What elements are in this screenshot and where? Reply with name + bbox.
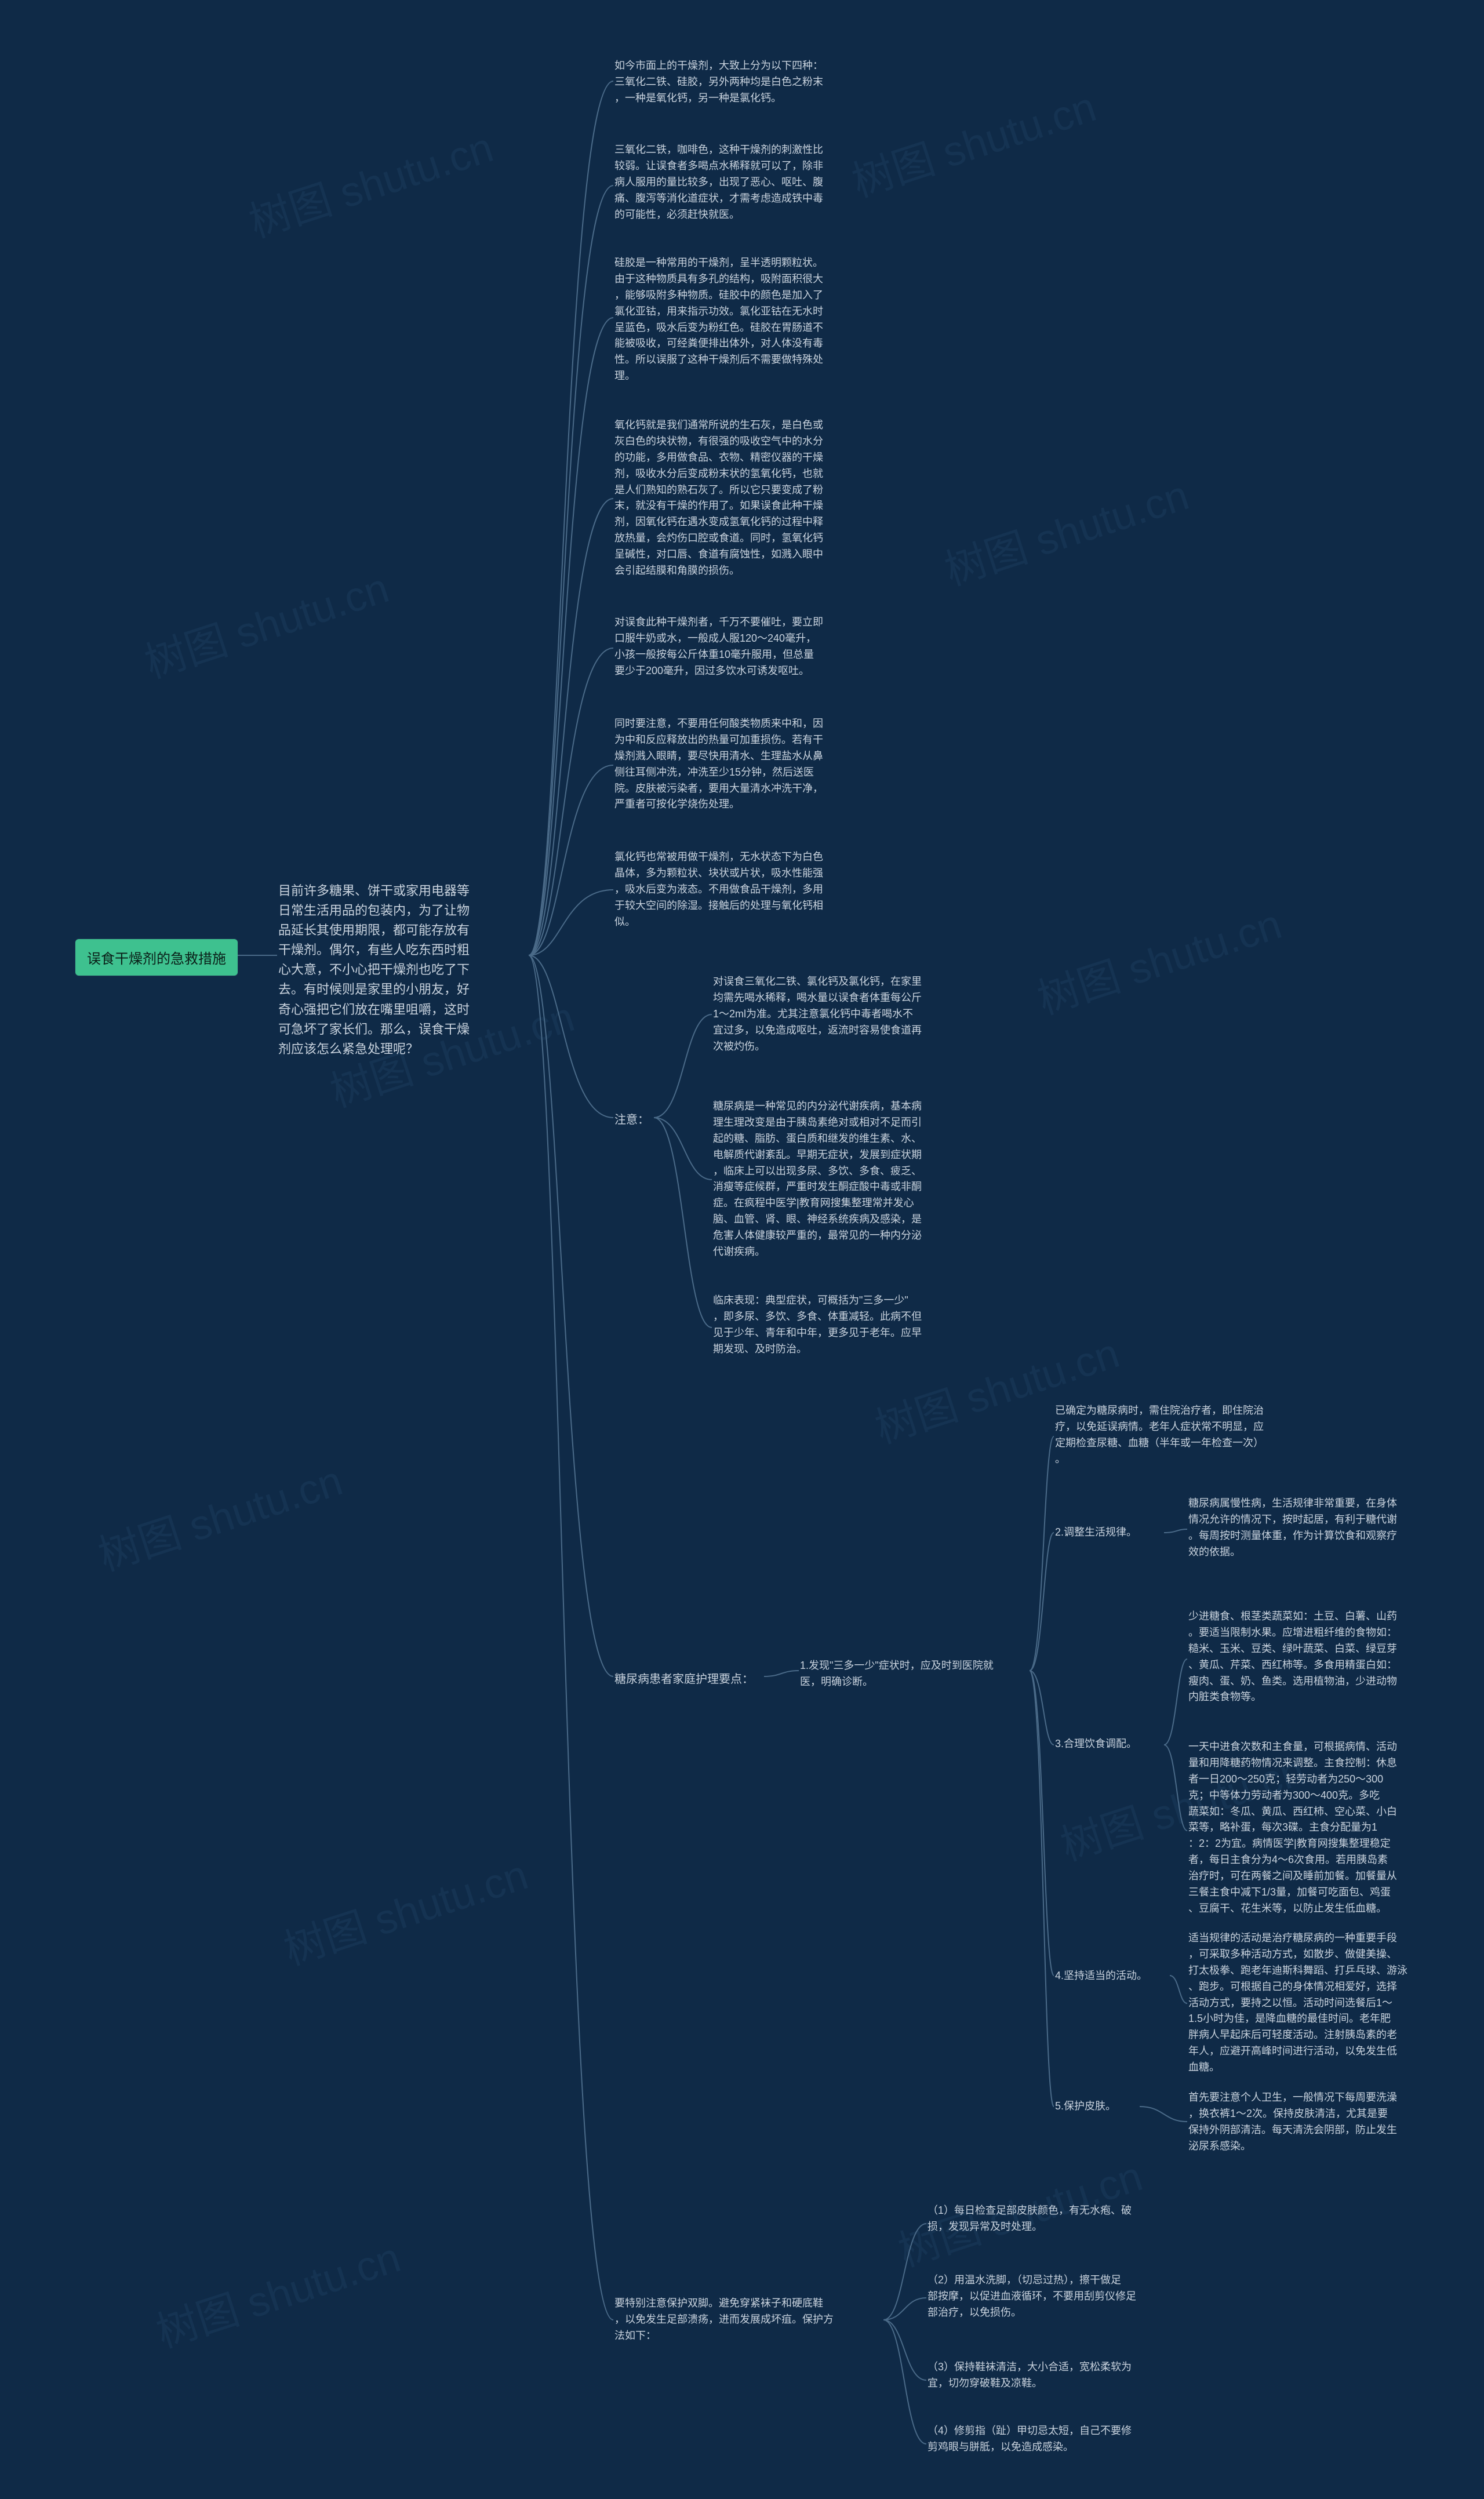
watermark: 树图 shutu.cn	[147, 2223, 406, 2359]
care-skin-detail: 首先要注意个人卫生，一般情况下每周要洗澡 ，换衣裤1～2次。保持皮肤清洁，尤其是…	[1188, 2090, 1455, 2155]
root-node[interactable]: 误食干燥剂的急救措施	[75, 939, 238, 976]
para-types: 如今市面上的干燥剂，大致上分为以下四种： 三氧化二铁、硅胶，另外两种均是白色之粉…	[614, 58, 881, 107]
note-item-2: 糖尿病是一种常见的内分泌代谢疾病，基本病 理生理改变是由于胰岛素绝对或相对不足而…	[713, 1098, 980, 1260]
watermark: 树图 shutu.cn	[936, 461, 1195, 597]
care-sub-diet: 3.合理饮食调配。	[1055, 1736, 1171, 1752]
para-firstaid: 对误食此种干燥剂者，千万不要催吐，要立即 口服牛奶或水，一般成人服120～240…	[614, 614, 881, 679]
feet-item-3: （3）保持鞋袜清洁，大小合适，宽松柔软为 宜，切勿穿破鞋及凉鞋。	[928, 2359, 1194, 2392]
care-item-1: 1.发现"三多一少"症状时，应及时到医院就 医，明确诊断。	[800, 1658, 1032, 1690]
para-cacl2: 氯化钙也常被用做干燥剂，无水状态下为白色 晶体，多为颗粒状、块状或片状，吸水性能…	[614, 849, 881, 930]
care-diet-detail-1: 少进糖食、根茎类蔬菜如：土豆、白薯、山药 。要适当限制水果。应增进粗纤维的食物如…	[1188, 1609, 1455, 1705]
feet-item-4: （4）修剪指（趾）甲切忌太短，自己不要修 剪鸡眼与胼胝，以免造成感染。	[928, 2423, 1194, 2456]
care-diet-detail-2: 一天中进食次数和主食量，可根据病情、活动 量和用降糖药物情况来调整。主食控制：休…	[1188, 1739, 1455, 1917]
para-silica: 硅胶是一种常用的干燥剂，呈半透明颗粒状。 由于这种物质具有多孔的结构，吸附面积很…	[614, 255, 881, 384]
watermark: 树图 shutu.cn	[843, 72, 1102, 209]
watermark: 树图 shutu.cn	[1028, 890, 1287, 1026]
intro-paragraph: 目前许多糖果、饼干或家用电器等 日常生活用品的包装内，为了让物 品延长其使用期限…	[278, 881, 528, 1059]
note-item-3: 临床表现：典型症状，可概括为"三多一少" ，即多尿、多饮、多食、体重减轻。此病不…	[713, 1293, 980, 1358]
watermark: 树图 shutu.cn	[240, 113, 499, 249]
feet-label: 要特别注意保护双脚。避免穿紧袜子和硬底鞋 ，以免发生足部溃疡，进而发展成坏疽。保…	[614, 2296, 881, 2344]
watermark: 树图 shutu.cn	[275, 1840, 534, 1977]
watermark: 树图 shutu.cn	[89, 1446, 348, 1583]
note-label: 注意：	[614, 1110, 649, 1127]
feet-item-1: （1）每日检查足部皮肤颜色，有无水疱、破 损，发现异常及时处理。	[928, 2203, 1194, 2235]
para-cao: 氧化钙就是我们通常所说的生石灰，是白色或 灰白色的块状物，有很强的吸收空气中的水…	[614, 417, 881, 579]
care-sub-confirm: 已确定为糖尿病时，需住院治疗者，即住院治 疗，以免延误病情。老年人症状常不明显，…	[1055, 1403, 1322, 1468]
mindmap-canvas: 树图 shutu.cn 树图 shutu.cn 树图 shutu.cn 树图 s…	[0, 0, 1484, 2499]
care-sub-life: 2.调整生活规律。	[1055, 1525, 1171, 1541]
note-item-1: 对误食三氧化二铁、氯化钙及氯化钙，在家里 均需先喝水稀释，喝水量以误食者体重每公…	[713, 974, 980, 1054]
watermark: 树图 shutu.cn	[136, 554, 395, 690]
care-sub-skin: 5.保护皮肤。	[1055, 2098, 1148, 2115]
para-fe2o3: 三氧化二铁，咖啡色，这种干燥剂的刺激性比 较弱。让误食者多喝点水稀释就可以了，除…	[614, 142, 881, 223]
care-label: 糖尿病患者家庭护理要点：	[614, 1669, 754, 1686]
care-life-detail: 糖尿病属慢性病，生活规律非常重要，在身体 情况允许的情况下，按时起居，有利于糖代…	[1188, 1496, 1455, 1560]
care-activity-detail: 适当规律的活动是治疗糖尿病的一种重要手段 ，可采取多种活动方式，如散步、做健美操…	[1188, 1930, 1455, 2076]
feet-item-2: （2）用温水洗脚，（切忌过热），擦干做足 部按摩，以促进血液循环，不要用刮剪仪修…	[928, 2272, 1194, 2321]
care-sub-activity: 4.坚持适当的活动。	[1055, 1968, 1177, 1984]
para-caution: 同时要注意，不要用任何酸类物质来中和，因 为中和反应释放出的热量可加重损伤。若有…	[614, 716, 881, 813]
